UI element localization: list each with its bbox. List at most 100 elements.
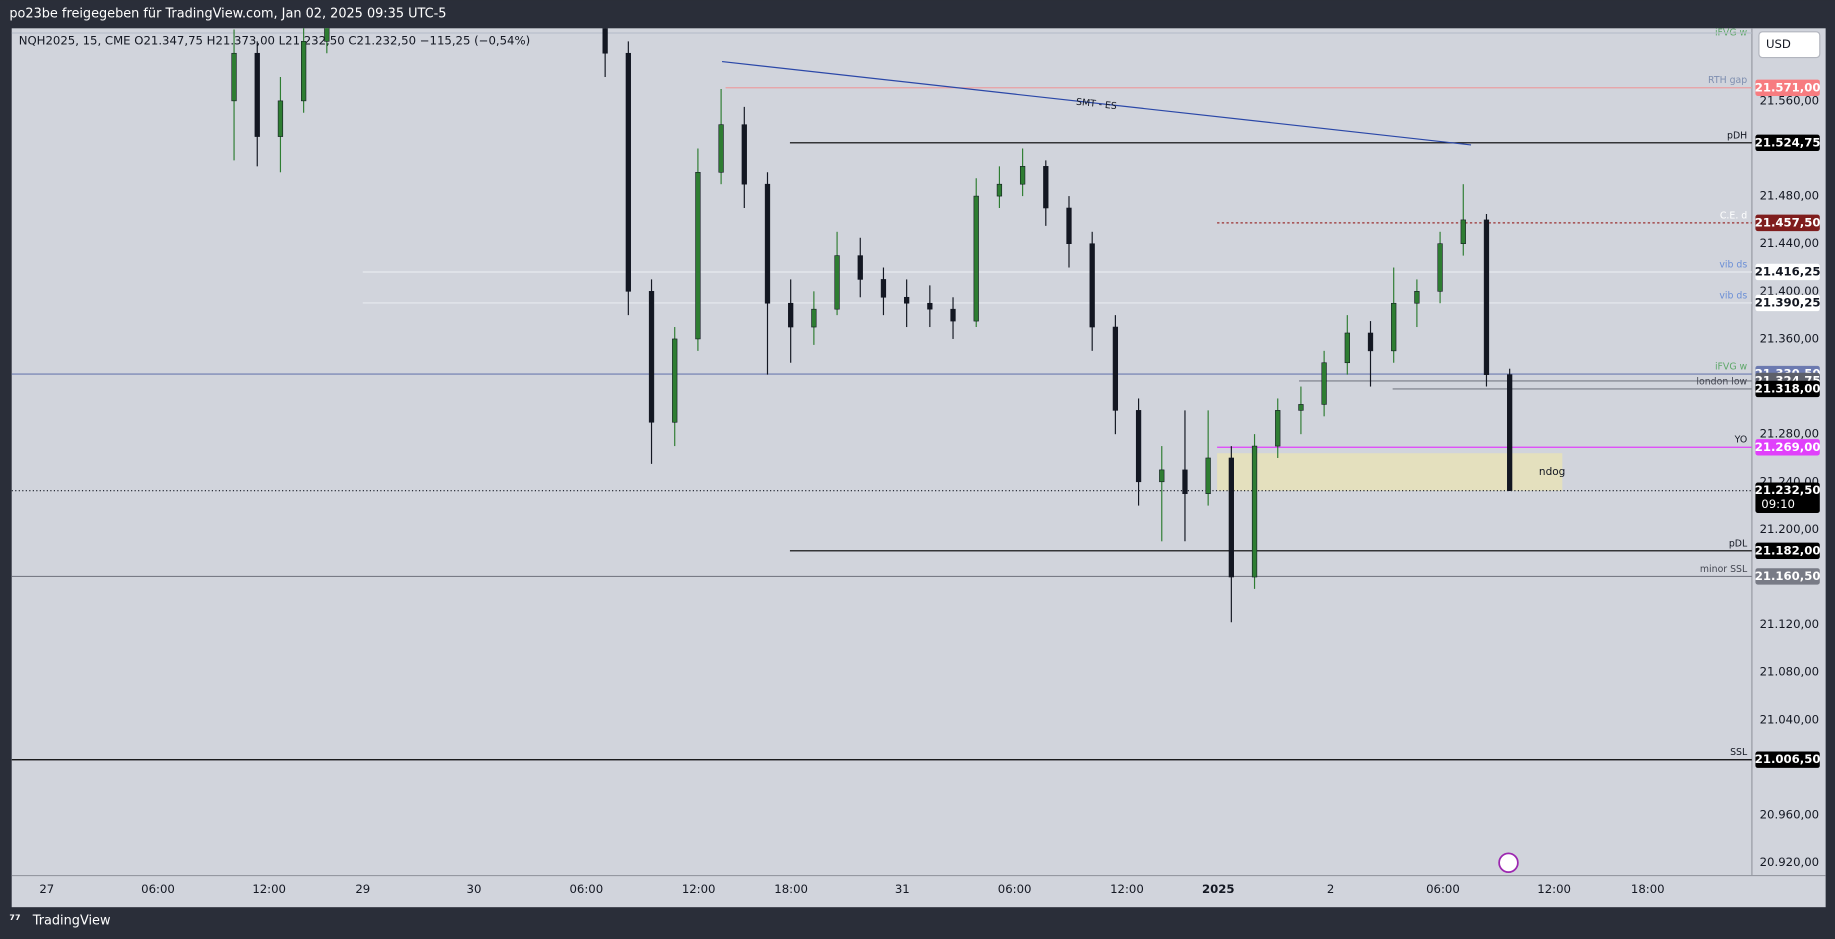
candle-body: [1182, 469, 1188, 494]
candle-body: [648, 291, 655, 423]
price-box: [1755, 542, 1820, 560]
candle-body: [1391, 302, 1397, 352]
candle-body: [1483, 219, 1490, 375]
x-tick-label: 2: [1327, 882, 1334, 896]
level-name: SSL: [1730, 747, 1748, 758]
price-box-label: 21.160,50: [1755, 569, 1821, 583]
y-tick-label: 21.200,00: [1760, 522, 1819, 536]
candle-body: [1414, 291, 1420, 304]
candle-body: [672, 338, 678, 423]
x-tick-label: 29: [355, 882, 370, 896]
currency-button[interactable]: [1758, 31, 1821, 59]
level-name: vib ds: [1719, 290, 1747, 301]
x-tick-label: 12:00: [1537, 882, 1571, 896]
symbol-info: NQH2025, 15, CME O21.347,75 H21.373,00 L…: [19, 34, 530, 48]
candle-body: [741, 124, 747, 185]
candle-body: [1159, 469, 1165, 483]
candle-body: [324, 28, 330, 42]
currency-label: USD: [1766, 37, 1791, 51]
candle-body: [695, 171, 701, 340]
candle-body: [1367, 332, 1374, 352]
y-tick-label: 21.560,00: [1760, 93, 1819, 107]
price-box: [1755, 134, 1820, 152]
price-box: [1755, 294, 1820, 312]
candle-body: [1321, 362, 1327, 405]
candle-body: [788, 302, 794, 328]
price-box-label: 21.571,00: [1755, 80, 1821, 94]
x-tick-label: 12:00: [682, 882, 716, 896]
smt-label: SMT - ES: [1075, 97, 1117, 112]
candle-body: [996, 183, 1003, 197]
y-tick-label: 21.040,00: [1760, 712, 1819, 726]
y-tick-label: 20.960,00: [1760, 808, 1819, 822]
x-tick-label: 18:00: [1631, 882, 1665, 896]
price-box-label: 21.006,50: [1755, 752, 1821, 766]
x-tick-label: 06:00: [569, 882, 603, 896]
x-tick-label: 06:00: [141, 882, 175, 896]
y-tick-label: 21.360,00: [1760, 331, 1819, 345]
x-tick-label: 06:00: [998, 882, 1032, 896]
candle-body: [950, 308, 956, 322]
current-price-box: [1755, 482, 1820, 513]
y-tick-label: 21.120,00: [1760, 617, 1819, 631]
candle-body: [301, 41, 307, 102]
level-name: YO: [1734, 435, 1748, 446]
x-tick-label: 27: [39, 882, 54, 896]
ndog-zone: [1217, 453, 1563, 491]
candle-body: [1135, 410, 1142, 483]
price-box-label: 21.416,25: [1755, 264, 1821, 278]
candle-body: [254, 52, 260, 137]
x-tick-label: 06:00: [1426, 882, 1460, 896]
price-box-label: 21.318,00: [1755, 381, 1821, 395]
candle-body: [1460, 219, 1466, 245]
candle-body: [1043, 166, 1049, 209]
candle-body: [1066, 207, 1072, 245]
price-box-label: 21.457,50: [1755, 215, 1821, 229]
level-name: london low: [1696, 376, 1747, 387]
price-box: [1755, 751, 1820, 768]
candle-body: [1251, 445, 1258, 578]
level-name: pDH: [1727, 130, 1747, 141]
countdown-label: 09:10: [1761, 497, 1795, 511]
candle-body: [277, 100, 284, 137]
price-box-label: 21.269,00: [1755, 440, 1821, 454]
candle-body: [1344, 332, 1350, 364]
candle-body: [857, 255, 863, 280]
price-box: [1755, 439, 1820, 456]
level-name: C.E. d: [1720, 210, 1747, 221]
candle-body: [1205, 457, 1211, 494]
candle-body: [1228, 457, 1234, 578]
price-box-label: 21.524,75: [1755, 135, 1821, 149]
candle-body: [625, 52, 631, 292]
smt-line: [721, 60, 1472, 146]
candle-body: [1437, 243, 1443, 292]
candle-body: [602, 28, 608, 54]
candle-body: [811, 308, 817, 328]
y-tick-label: 21.480,00: [1760, 189, 1819, 203]
candle-body: [1112, 326, 1119, 411]
ndog-label: ndog: [1539, 466, 1565, 478]
x-tick-label: 31: [895, 882, 910, 896]
y-tick-label: 20.920,00: [1760, 855, 1819, 869]
candle-body: [764, 183, 771, 304]
candle-body: [718, 124, 724, 173]
candle-body: [834, 255, 840, 310]
footer-brand: TradingView: [32, 914, 111, 929]
price-box-label: 21.390,25: [1755, 295, 1821, 309]
x-tick-label: 30: [467, 882, 482, 896]
plot: ndog RTH gap pDH C.E. d vib ds vib ds iFVG w lo…: [11, 28, 1752, 761]
candle-body: [1298, 404, 1304, 411]
level-name: RTH gap: [1708, 75, 1747, 86]
x-tick-label: 18:00: [774, 882, 808, 896]
candle-body: [880, 279, 887, 298]
candle-body: [1275, 410, 1281, 447]
candle-body: [1019, 166, 1026, 185]
candle-body: [927, 302, 933, 310]
header-title: po23be freigegeben für TradingView.com, …: [9, 7, 446, 22]
event-icon[interactable]: [1498, 852, 1519, 873]
price-box: [1755, 214, 1820, 232]
x-tick-label: 12:00: [252, 882, 286, 896]
price-box: [1755, 380, 1820, 398]
